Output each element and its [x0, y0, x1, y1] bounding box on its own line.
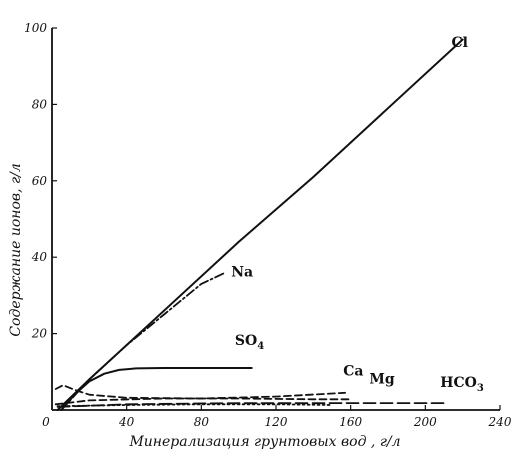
series-line-cl	[56, 38, 464, 411]
series-label-text: HCO	[440, 375, 477, 391]
series-label-na: Na	[231, 264, 253, 280]
series-label-text: Na	[231, 264, 253, 280]
series-label-subscript: 3	[477, 383, 484, 394]
x-tick-label: 160	[339, 415, 362, 429]
series-label-text: Mg	[369, 371, 394, 387]
series-label-mg: Mg	[369, 371, 394, 387]
series-label-text: Ca	[343, 364, 363, 380]
series-line-unlabeled-6	[56, 403, 333, 408]
y-tick-label: 40	[31, 250, 48, 264]
x-tick-label: 0	[42, 415, 50, 429]
series-label-ca: Ca	[343, 364, 363, 380]
series-line-na	[60, 271, 227, 411]
y-tick-label: 60	[32, 174, 48, 188]
x-axis-title: Минерализация грунтовых вод , г/л	[128, 434, 400, 450]
x-tick-label: 80	[194, 415, 210, 429]
y-tick-label: 20	[31, 327, 48, 341]
ticks: 0 40 80 120 160 200 240 20 40 60 80 100	[24, 21, 512, 429]
series-line-hco3	[56, 402, 445, 408]
x-tick-label: 120	[265, 415, 288, 429]
series-line-mg	[54, 397, 352, 406]
series-label-so4: SO4	[235, 333, 264, 352]
series-label-text: SO	[235, 333, 257, 349]
series-label-cl: Cl	[451, 35, 467, 51]
x-tick-label: 200	[413, 415, 437, 429]
series-line-ca	[54, 384, 347, 400]
y-axis-title: Содержание ионов, г/л	[8, 163, 24, 336]
y-tick-label: 80	[32, 97, 48, 111]
series-label-subscript: 4	[257, 341, 264, 352]
series-labels: Cl Na SO4 Ca Mg HCO3	[231, 35, 484, 394]
series-label-text: Cl	[451, 35, 467, 51]
y-tick-label: 100	[24, 21, 47, 35]
series-label-hco3: HCO3	[440, 375, 484, 394]
series-lines	[54, 38, 464, 411]
series-line-so4	[60, 367, 253, 411]
x-tick-label: 40	[118, 415, 135, 429]
x-tick-label: 240	[488, 415, 512, 429]
